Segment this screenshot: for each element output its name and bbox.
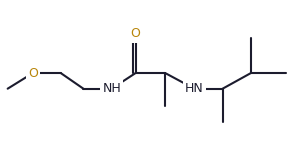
Text: O: O: [28, 67, 38, 80]
Text: NH: NH: [102, 82, 121, 95]
Text: HN: HN: [185, 82, 204, 95]
Text: O: O: [131, 27, 140, 40]
